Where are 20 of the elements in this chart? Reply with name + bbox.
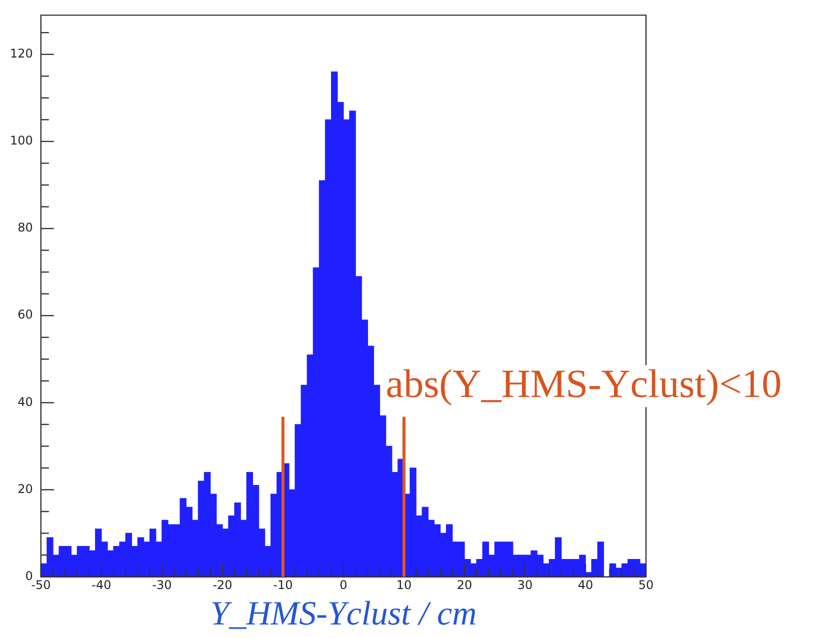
- y-tick-label: 100: [10, 134, 33, 148]
- x-axis-title: Y_HMS-Yclust / cm: [210, 596, 477, 633]
- y-tick-label: 60: [18, 308, 33, 322]
- y-tick-label: 120: [10, 46, 33, 61]
- y-tick-label: 80: [18, 220, 33, 235]
- x-tick-label: -30: [152, 578, 172, 592]
- x-tick-label: 30: [517, 578, 533, 592]
- y-tick-label: 0: [25, 568, 33, 583]
- x-tick-label: -50: [31, 578, 51, 592]
- x-tick-label: -20: [212, 578, 232, 592]
- y-tick-label: 40: [18, 394, 33, 409]
- x-tick-label: 20: [456, 578, 472, 592]
- x-tick-label: 50: [638, 578, 654, 592]
- x-tick-label: -10: [273, 578, 293, 592]
- annotation: abs(Y_HMS-Yclust)<10: [386, 361, 782, 406]
- y-tick-label: 20: [18, 482, 33, 496]
- x-tick-label: 0: [340, 578, 348, 592]
- x-tick-label: -40: [92, 578, 112, 592]
- x-tick-label: 10: [396, 578, 412, 592]
- x-tick-label: 40: [578, 578, 594, 592]
